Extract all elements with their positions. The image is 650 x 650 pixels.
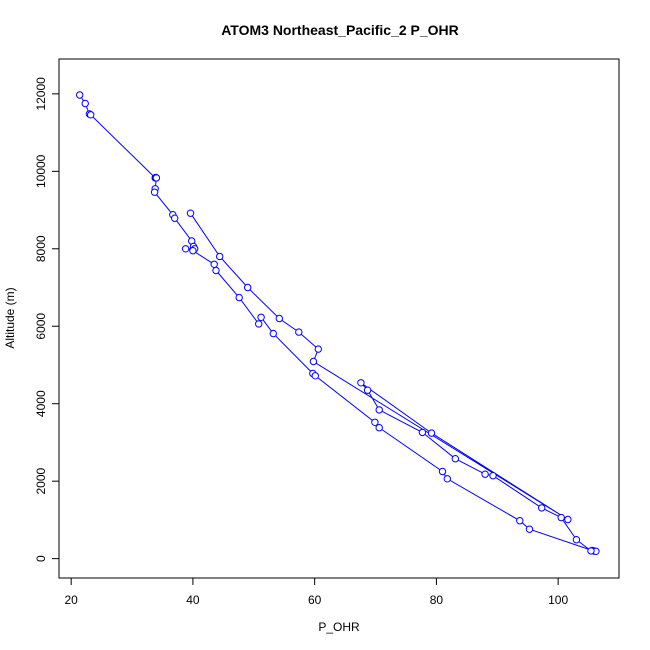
data-layer	[76, 91, 600, 555]
data-point	[572, 536, 581, 544]
data-point	[538, 504, 546, 512]
data-point	[186, 209, 195, 217]
series-line	[79, 94, 596, 552]
data-point	[189, 247, 197, 255]
data-point	[87, 111, 95, 119]
y-axis-label: Altitude (m)	[3, 287, 17, 348]
y-tick-label: 8000	[34, 235, 48, 262]
data-point	[311, 372, 319, 380]
y-tick-label: 4000	[34, 390, 48, 417]
data-point	[76, 91, 84, 99]
y-tick-label: 0	[34, 555, 48, 562]
data-point	[314, 345, 322, 353]
data-point	[210, 260, 218, 268]
data-point	[427, 429, 436, 437]
data-point	[171, 214, 179, 222]
plot-frame	[58, 58, 620, 579]
data-point	[309, 357, 318, 366]
data-point	[275, 314, 283, 323]
data-point	[375, 406, 383, 414]
data-point	[235, 293, 243, 302]
data-point	[269, 329, 277, 338]
data-point	[371, 418, 379, 426]
data-point	[357, 379, 365, 387]
data-point	[244, 283, 252, 292]
y-tick-label: 2000	[34, 468, 48, 495]
data-point	[443, 475, 451, 483]
data-point	[150, 188, 159, 196]
x-tick-label: 40	[186, 593, 200, 607]
data-point	[587, 547, 595, 555]
y-tick-label: 6000	[34, 313, 48, 340]
y-axis: 0 2000 4000 6000 8000 10000 12000	[34, 77, 60, 562]
data-point	[438, 467, 447, 476]
x-tick-label: 80	[430, 593, 444, 607]
data-point	[564, 515, 572, 524]
x-tick-label: 100	[548, 593, 568, 607]
data-point	[81, 99, 89, 108]
x-tick-label: 60	[308, 593, 322, 607]
data-point	[363, 386, 372, 394]
data-point	[481, 470, 489, 478]
data-point	[489, 472, 497, 480]
data-point	[418, 428, 427, 437]
data-point	[295, 328, 303, 336]
data-point	[181, 245, 190, 253]
data-point	[516, 517, 524, 525]
x-axis: 20 40 60 80 100	[64, 577, 568, 607]
data-point	[375, 424, 383, 432]
x-axis-label: P_OHR	[318, 620, 360, 634]
data-point	[152, 174, 161, 182]
data-point	[255, 320, 263, 328]
chart-title: ATOM3 Northeast_Pacific_2 P_OHR	[221, 22, 459, 38]
data-point	[257, 313, 265, 321]
x-tick-label: 20	[64, 593, 78, 607]
y-tick-label: 10000	[34, 154, 48, 188]
data-point	[557, 513, 565, 522]
data-point	[451, 455, 459, 463]
data-point	[212, 266, 220, 275]
data-point	[525, 525, 534, 533]
data-point	[216, 252, 224, 261]
y-tick-label: 12000	[34, 77, 48, 111]
